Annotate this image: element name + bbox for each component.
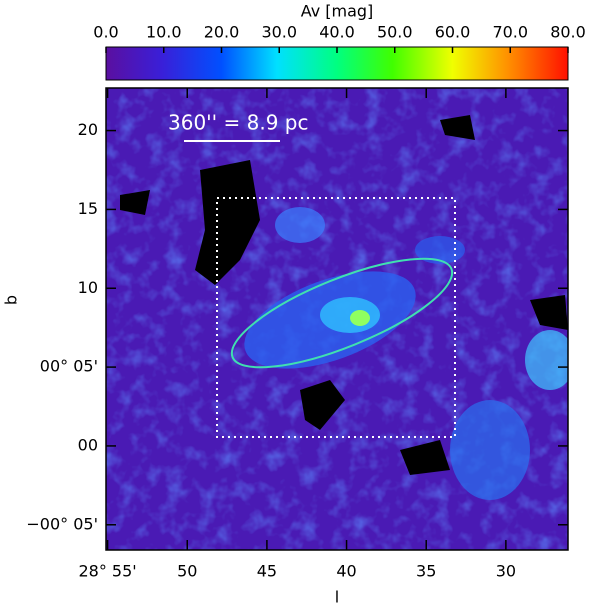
y-tick-label: 00° 05'	[40, 357, 98, 376]
annotation: 360'' = 8.9 pc	[168, 111, 309, 135]
y-tick-label: 15	[78, 199, 98, 218]
colorbar-tick-label: 70.0	[492, 23, 528, 42]
x-tick-label: 28° 55'	[78, 562, 136, 581]
colorbar-tick-label: 40.0	[319, 23, 355, 42]
x-tick-label: 40	[336, 562, 356, 581]
colorbar-tick-label: 60.0	[435, 23, 471, 42]
colorbar-tick-label: 80.0	[550, 23, 586, 42]
x-tick-label: 50	[177, 562, 197, 581]
y-tick-label: 10	[78, 278, 98, 297]
region-box	[216, 197, 456, 438]
colorbar-tick-label: 10.0	[146, 23, 182, 42]
y-axis-label: b	[2, 295, 21, 305]
plot-frame	[105, 87, 569, 551]
x-tick-label: 30	[496, 562, 516, 581]
x-tick-label: 45	[257, 562, 277, 581]
colorbar-tick-label: 30.0	[261, 23, 297, 42]
x-tick-label: 35	[416, 562, 436, 581]
y-tick-label: 20	[78, 120, 98, 139]
ellipse	[230, 257, 454, 369]
colorbar-tick-label: 20.0	[204, 23, 240, 42]
y-tick-label: −00° 05'	[26, 514, 98, 533]
colorbar-tick-label: 0.0	[93, 23, 118, 42]
colorbar-tick-label: 50.0	[377, 23, 413, 42]
x-axis-label: l	[335, 588, 339, 607]
map	[106, 88, 568, 550]
y-tick-label: 00	[78, 435, 98, 454]
colorbar-label: Av [mag]	[301, 2, 374, 21]
